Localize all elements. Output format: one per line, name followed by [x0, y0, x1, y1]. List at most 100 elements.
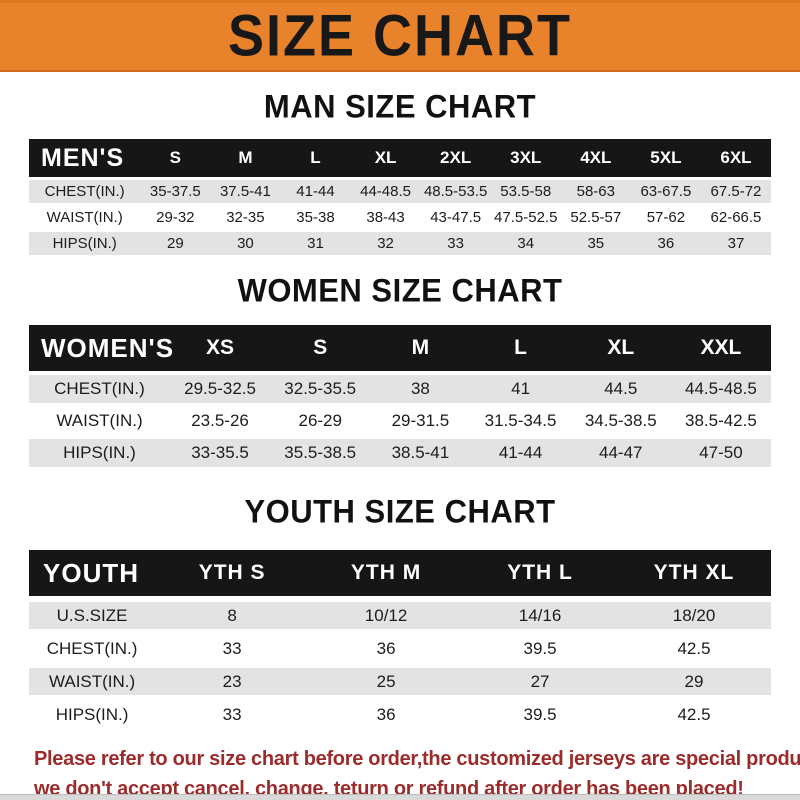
measurement-row: CHEST(IN.) 35-37.5 37.5-41 41-44 44-48.5 48.5…	[29, 180, 771, 203]
measurement-value: 23	[155, 668, 310, 695]
measurement-value: 37.5-41	[210, 180, 281, 203]
size-column-header: 4XL	[560, 139, 631, 177]
measurement-value: 34.5-38.5	[570, 407, 671, 435]
disclaimer-note: Please refer to our size chart before or…	[34, 744, 800, 800]
measurement-value: 30	[210, 232, 281, 255]
measurement-label: CHEST(IN.)	[29, 375, 170, 403]
measurement-value: 29.5-32.5	[169, 375, 271, 403]
measurement-value: 52.5-57	[560, 206, 631, 229]
measurement-row: HIPS(IN.) 33-35.5 35.5-38.5 38.5-41 41-44 44-…	[29, 439, 771, 467]
youth-size-table: YOUTH YTH S YTH M YTH L YTH XL U.S.SIZE 8 10/12…	[29, 544, 771, 734]
youth-section: YOUTH SIZE CHART YOUTH YTH S YTH M YTH L YTH…	[0, 493, 800, 734]
measurement-label: CHEST(IN.)	[29, 180, 141, 203]
measurement-label: CHEST(IN.)	[29, 635, 156, 662]
measurement-value: 32-35	[210, 206, 281, 229]
measurement-row: CHEST(IN.) 29.5-32.5 32.5-35.5 38 41 44.5 44.5…	[29, 375, 771, 403]
measurement-value: 47.5-52.5	[490, 206, 561, 229]
measurement-row: U.S.SIZE 8 10/12 14/16 18/20	[29, 602, 771, 629]
measurement-value: 25	[309, 668, 464, 695]
measurement-value: 41-44	[280, 180, 351, 203]
measurement-row: HIPS(IN.) 33 36 39.5 42.5	[29, 701, 771, 728]
measurement-value: 67.5-72	[700, 180, 771, 203]
size-chart-banner: SIZE CHART	[0, 0, 800, 72]
measurement-value: 39.5	[463, 701, 618, 728]
measurement-value: 8	[155, 602, 310, 629]
measurement-value: 33	[420, 232, 491, 255]
table-title-cell: WOMEN'S	[29, 325, 173, 371]
measurement-value: 63-67.5	[630, 180, 701, 203]
measurement-value: 41	[470, 375, 571, 403]
measurement-value: 44.5	[570, 375, 671, 403]
size-column-header: XL	[350, 139, 421, 177]
measurement-row: WAIST(IN.) 29-32 32-35 35-38 38-43 43-47.5 47.…	[29, 206, 771, 229]
measurement-value: 33	[155, 635, 310, 662]
measurement-value: 29	[140, 232, 211, 255]
measurement-value: 26-29	[270, 407, 371, 435]
measurement-value: 10/12	[309, 602, 464, 629]
size-header-row: WOMEN'S XS S M L XL XXL	[29, 325, 771, 371]
measurement-value: 33-35.5	[169, 439, 271, 467]
size-column-header: S	[270, 325, 371, 371]
size-column-header: S	[140, 139, 211, 177]
size-column-header: 3XL	[490, 139, 561, 177]
men-section-heading: MAN SIZE CHART	[263, 88, 537, 125]
size-header-row: YOUTH YTH S YTH M YTH L YTH XL	[29, 550, 771, 596]
measurement-value: 44-47	[570, 439, 671, 467]
size-column-header: 2XL	[420, 139, 491, 177]
measurement-label: U.S.SIZE	[29, 602, 156, 629]
measurement-value: 42.5	[617, 701, 771, 728]
disclaimer-line-1: Please refer to our size chart before or…	[34, 748, 800, 770]
measurement-value: 53.5-58	[490, 180, 561, 203]
size-column-header: XXL	[670, 325, 771, 371]
measurement-value: 29-32	[140, 206, 211, 229]
size-column-header: M	[210, 139, 281, 177]
measurement-value: 39.5	[463, 635, 618, 662]
measurement-row: WAIST(IN.) 23.5-26 26-29 29-31.5 31.5-34.5 34…	[29, 407, 771, 435]
measurement-value: 23.5-26	[169, 407, 271, 435]
size-column-header: 6XL	[700, 139, 771, 177]
measurement-value: 35-38	[280, 206, 351, 229]
measurement-value: 36	[309, 701, 464, 728]
measurement-value: 38-43	[350, 206, 421, 229]
size-column-header: L	[280, 139, 351, 177]
size-column-header: YTH L	[463, 550, 618, 596]
men-size-table: MEN'S S M L XL 2XL 3XL 4XL 5XL 6XL CHEST(IN.) 35-37…	[29, 136, 771, 258]
measurement-label: WAIST(IN.)	[29, 206, 141, 229]
size-column-header: L	[470, 325, 571, 371]
measurement-row: HIPS(IN.) 29 30 31 32 33 34 35 36 37	[29, 232, 771, 255]
size-column-header: YTH S	[155, 550, 310, 596]
measurement-value: 37	[700, 232, 771, 255]
measurement-label: WAIST(IN.)	[29, 407, 170, 435]
size-column-header: M	[370, 325, 471, 371]
measurement-value: 36	[309, 635, 464, 662]
measurement-value: 44.5-48.5	[670, 375, 771, 403]
men-section: MAN SIZE CHART MEN'S S M L XL 2XL 3XL 4XL 5XL 6XL…	[0, 88, 800, 258]
size-chart-title: SIZE CHART	[228, 3, 572, 69]
youth-section-heading: YOUTH SIZE CHART	[244, 493, 556, 530]
size-column-header: YTH M	[309, 550, 464, 596]
size-column-header: XL	[570, 325, 671, 371]
measurement-label: WAIST(IN.)	[29, 668, 156, 695]
measurement-value: 35-37.5	[140, 180, 211, 203]
measurement-value: 34	[490, 232, 561, 255]
women-section-heading: WOMEN SIZE CHART	[237, 272, 563, 309]
size-column-header: 5XL	[630, 139, 701, 177]
measurement-value: 31.5-34.5	[470, 407, 571, 435]
measurement-value: 35	[560, 232, 631, 255]
measurement-value: 35.5-38.5	[270, 439, 371, 467]
measurement-value: 29-31.5	[370, 407, 471, 435]
measurement-value: 38.5-42.5	[670, 407, 771, 435]
measurement-value: 18/20	[617, 602, 771, 629]
measurement-value: 44-48.5	[350, 180, 421, 203]
table-title-cell: MEN'S	[29, 139, 141, 177]
measurement-value: 42.5	[617, 635, 771, 662]
measurement-value: 43-47.5	[420, 206, 491, 229]
bottom-strip	[0, 794, 800, 800]
measurement-value: 27	[463, 668, 618, 695]
measurement-value: 31	[280, 232, 351, 255]
measurement-value: 58-63	[560, 180, 631, 203]
women-section: WOMEN SIZE CHART WOMEN'S XS S M L XL XXL CHEST(…	[0, 272, 800, 471]
measurement-label: HIPS(IN.)	[29, 439, 170, 467]
measurement-label: HIPS(IN.)	[29, 232, 141, 255]
measurement-value: 38	[370, 375, 471, 403]
